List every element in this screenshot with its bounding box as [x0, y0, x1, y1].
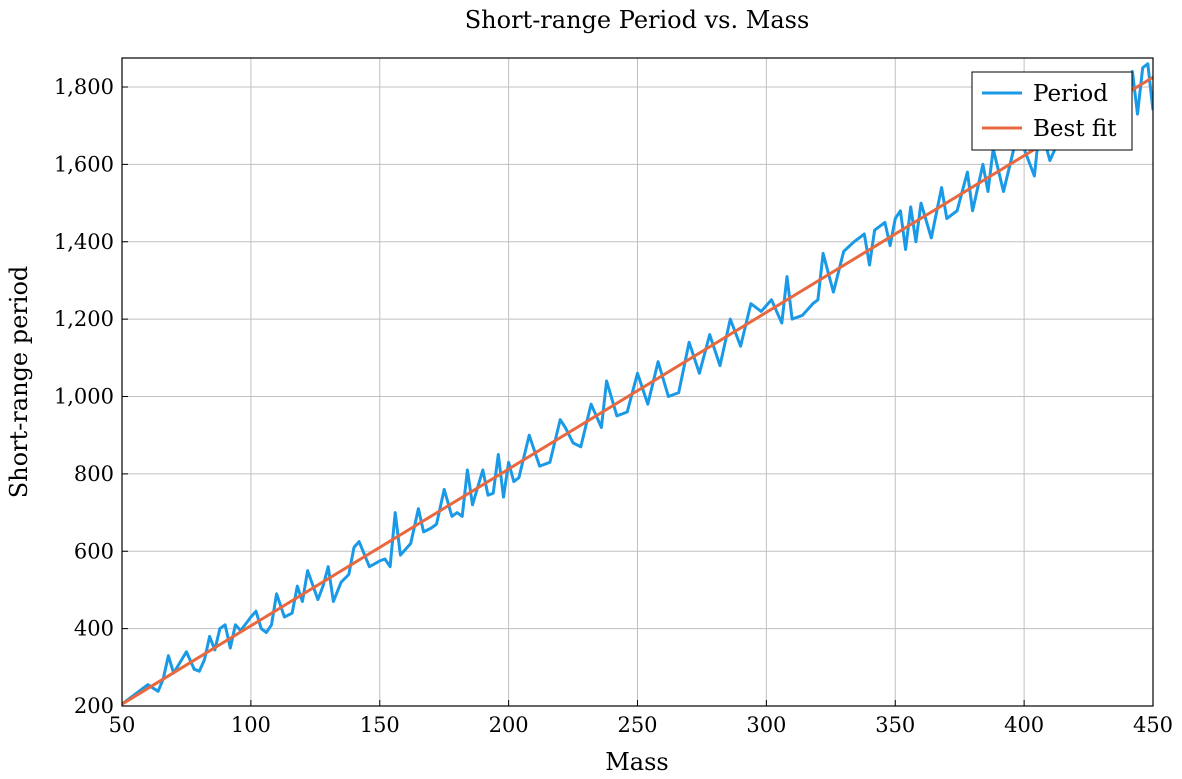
y-tick-label: 1,000 — [54, 385, 114, 409]
legend-label-best-fit: Best fit — [1033, 116, 1117, 142]
legend: Period Best fit — [971, 71, 1133, 151]
x-axis-label: Mass — [605, 748, 669, 776]
y-tick-label: 1,800 — [54, 75, 114, 99]
chart-title: Short-range Period vs. Mass — [465, 6, 810, 34]
x-tick-label: 200 — [489, 713, 529, 737]
x-tick-label: 250 — [617, 713, 657, 737]
series-line-best-fit — [122, 76, 1153, 706]
tick-labels: 50 100 150 200 250 300 350 400 450 200 400 600 800 1,… — [54, 75, 1173, 737]
x-tick-label: 450 — [1133, 713, 1173, 737]
x-tick-label: 350 — [875, 713, 915, 737]
series-layer — [122, 62, 1153, 706]
y-tick-label: 200 — [74, 694, 114, 718]
x-tick-label: 100 — [231, 713, 271, 737]
x-tick-label: 400 — [1004, 713, 1044, 737]
y-tick-label: 1,400 — [54, 230, 114, 254]
grid-lines — [121, 58, 1154, 707]
y-tick-label: 600 — [74, 539, 114, 563]
legend-label-period: Period — [1033, 81, 1108, 107]
x-tick-label: 300 — [746, 713, 786, 737]
y-tick-label: 800 — [74, 462, 114, 486]
y-tick-label: 1,200 — [54, 307, 114, 331]
y-axis-label: Short-range period — [5, 266, 33, 499]
y-tick-label: 400 — [74, 617, 114, 641]
y-tick-label: 1,600 — [54, 152, 114, 176]
x-tick-label: 150 — [360, 713, 400, 737]
x-tick-label: 50 — [109, 713, 136, 737]
legend-box — [971, 71, 1133, 151]
